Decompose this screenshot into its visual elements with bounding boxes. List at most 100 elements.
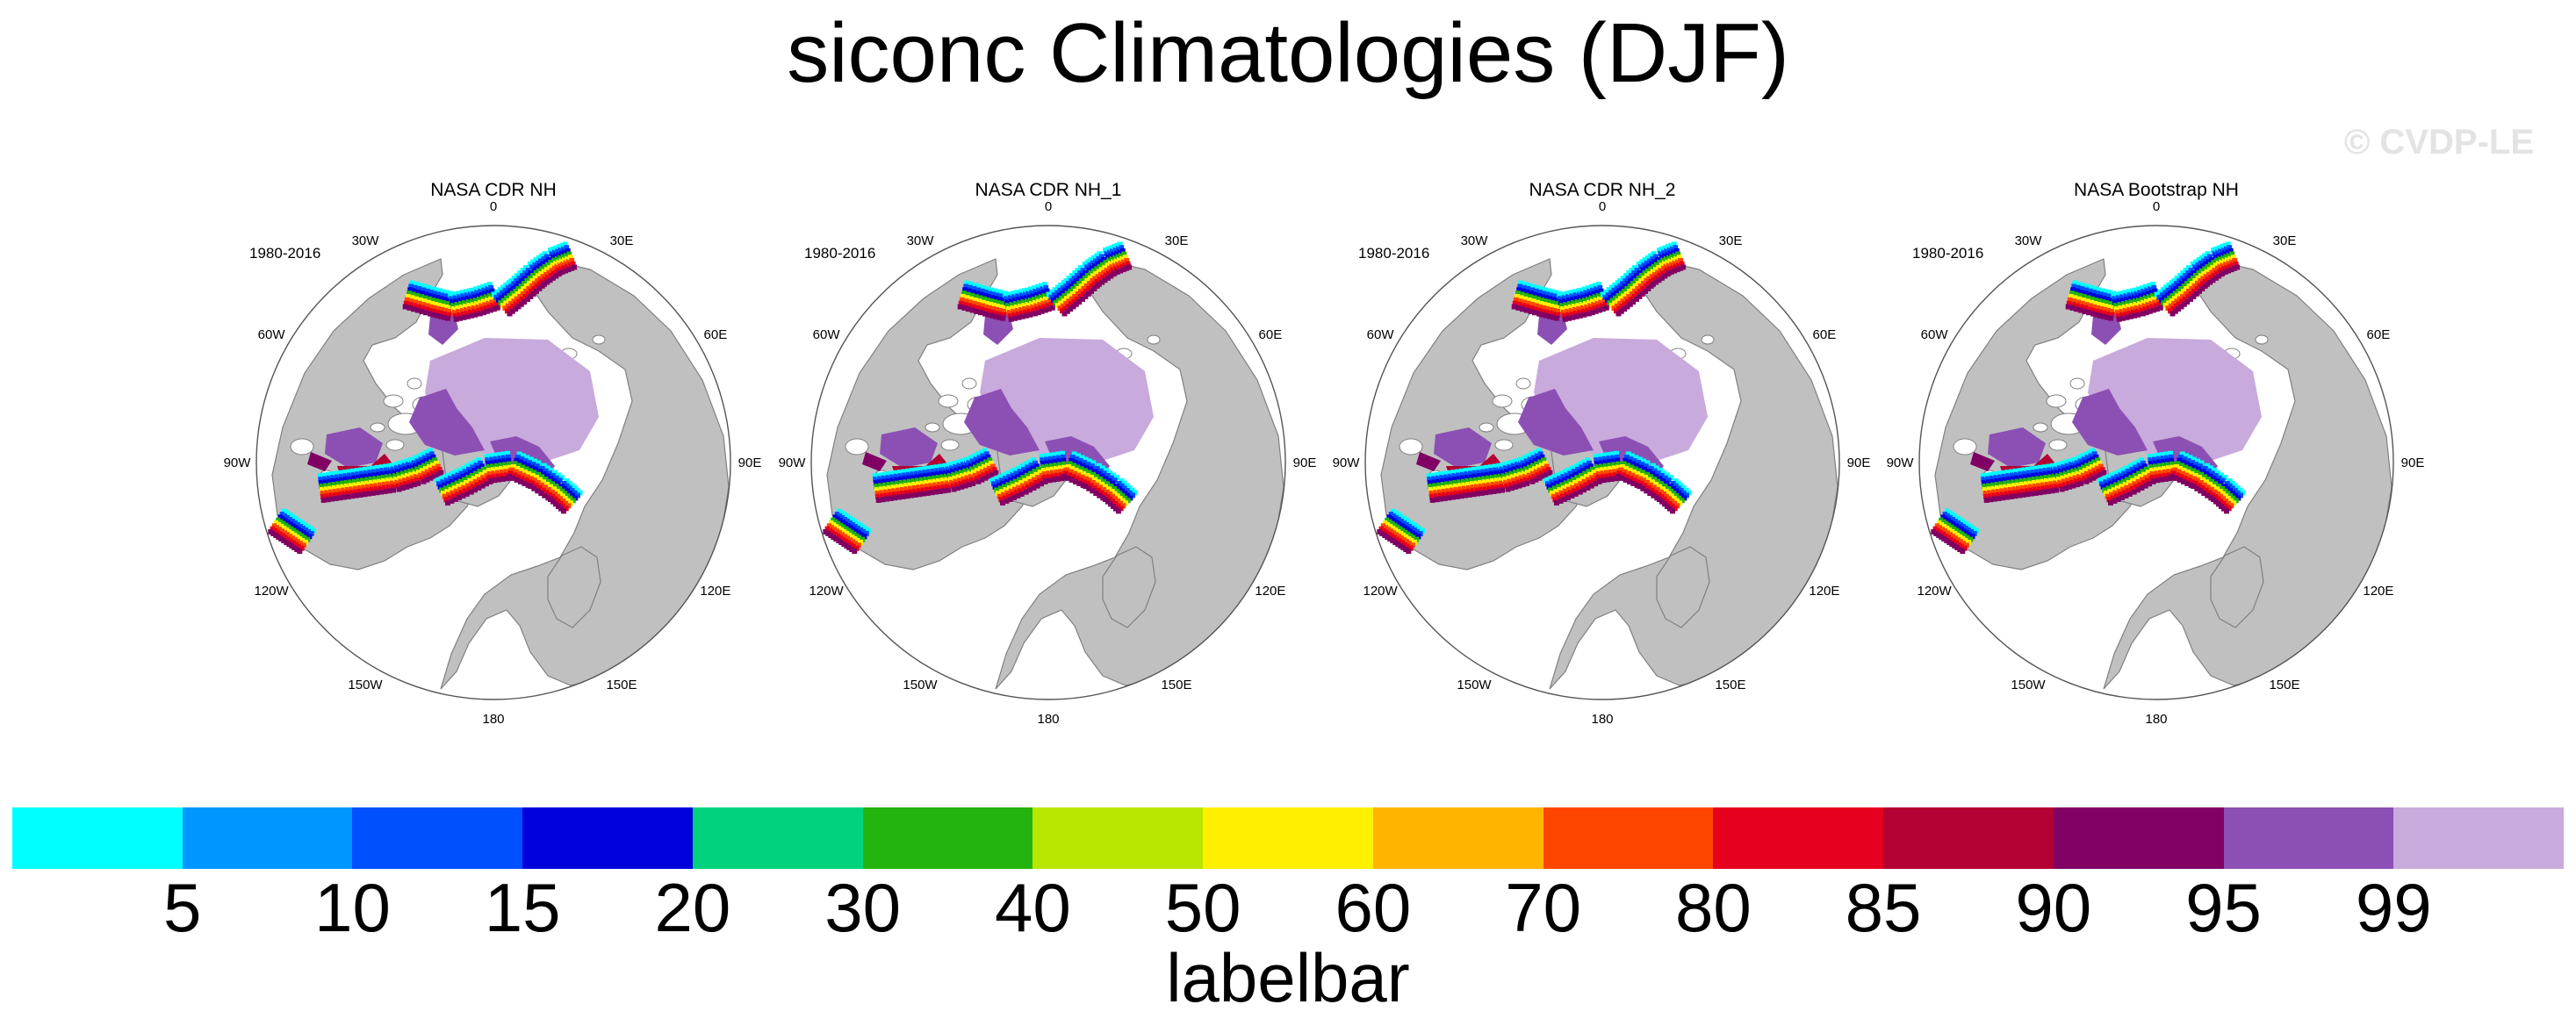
ice-edge-cell [1497, 473, 1503, 479]
ice-edge-cell [2195, 262, 2201, 268]
ice-edge-cell [277, 527, 283, 533]
ice-edge-cell [506, 461, 512, 467]
ice-edge-cell [895, 487, 901, 493]
ice-edge-cell [1552, 307, 1558, 313]
ice-edge-cell [2191, 464, 2198, 470]
ice-edge-cell [1108, 253, 1114, 259]
ice-edge-cell [1083, 476, 1089, 482]
ice-edge-cell [1986, 486, 1992, 492]
ice-edge-cell [2123, 293, 2129, 299]
ice-edge-cell [1511, 466, 1517, 472]
ice-edge-cell [1662, 475, 1668, 481]
ice-edge-cell [572, 264, 578, 270]
ice-edge-cell [1999, 491, 2005, 498]
ice-edge-cell [399, 482, 405, 488]
ice-edge-cell [527, 479, 533, 485]
ice-edge-cell [2207, 465, 2213, 471]
ice-edge-cell [930, 464, 936, 470]
ice-edge-cell [300, 542, 306, 549]
ice-edge-cell [1676, 262, 1682, 269]
ice-edge-cell [1539, 454, 1545, 460]
ice-edge-cell [1608, 295, 1614, 301]
ice-edge-cell [2165, 305, 2171, 312]
ice-edge-cell [1412, 527, 1418, 533]
ice-edge-cell [989, 302, 994, 307]
ice-edge-cell [979, 306, 985, 312]
ice-edge-cell [1568, 307, 1574, 313]
ice-edge-cell [2202, 474, 2208, 480]
ice-edge-cell [1048, 459, 1054, 465]
ice-edge-cell [1557, 487, 1563, 492]
ice-edge-cell [1004, 299, 1011, 305]
ice-edge-cell [428, 459, 435, 465]
ice-edge-cell [2180, 470, 2185, 477]
ice-edge-cell [2108, 480, 2114, 486]
ice-edge-cell [1409, 526, 1415, 531]
ice-edge-cell [2204, 281, 2210, 287]
ice-edge-cell [1551, 297, 1557, 303]
ice-edge-cell [299, 528, 305, 534]
longitude-label: 150E [2269, 678, 2299, 692]
ice-edge-cell [1947, 515, 1954, 520]
ice-edge-cell [381, 482, 387, 487]
ice-edge-cell [1428, 487, 1434, 492]
ice-edge-cell [1607, 299, 1613, 305]
ice-edge-cell [2053, 484, 2059, 490]
ice-edge-cell [1589, 310, 1595, 316]
ice-edge-cell [2132, 287, 2138, 293]
ice-edge-cell [1515, 305, 1522, 311]
ice-edge-cell [464, 313, 471, 319]
ice-edge-cell [431, 465, 437, 471]
ice-edge-cell [918, 477, 925, 483]
ice-edge-cell [989, 463, 996, 470]
ice-edge-cell [281, 508, 287, 514]
ice-edge-cell [335, 474, 340, 480]
ice-edge-cell [468, 461, 474, 467]
ice-edge-cell [564, 245, 570, 251]
ice-edge-cell [1633, 455, 1639, 461]
ice-edge-cell [1941, 519, 1947, 525]
ice-edge-cell [1505, 486, 1511, 492]
ice-edge-cell [487, 477, 493, 484]
ice-edge-cell [1577, 295, 1583, 301]
ice-edge-cell [2072, 295, 2078, 301]
ice-edge-cell [1026, 308, 1033, 314]
ice-edge-cell [1000, 480, 1006, 486]
ice-edge-cell [2095, 291, 2101, 297]
ice-edge-cell [538, 258, 544, 264]
ice-edge-cell [838, 534, 844, 541]
ice-edge-cell [446, 312, 452, 318]
ice-edge-cell [2074, 467, 2080, 473]
ice-edge-cell [988, 469, 994, 475]
ice-edge-cell [1960, 549, 1966, 554]
ice-edge-cell [1560, 474, 1566, 480]
ice-edge-cell [2093, 301, 2098, 306]
ice-edge-cell [1565, 475, 1572, 481]
land-mass [2210, 546, 2264, 628]
ice-edge-cell [2205, 276, 2211, 283]
ice-edge-cell [538, 482, 544, 488]
ice-edge-cell [550, 481, 556, 487]
ice-edge-cell [452, 295, 458, 301]
ice-edge-cell [2216, 245, 2222, 251]
ice-edge-cell [512, 293, 518, 299]
ice-edge-cell [2200, 276, 2206, 282]
ice-edge-cell [1047, 456, 1054, 462]
ice-edge-cell [2039, 471, 2045, 477]
ice-edge-cell [1119, 255, 1126, 262]
ice-edge-cell [997, 297, 1003, 303]
ice-edge-cell [404, 297, 410, 303]
ice-edge-cell [2055, 462, 2062, 468]
ice-edge-cell [327, 489, 334, 495]
colorbar-segment [2053, 807, 2225, 869]
ice-edge-cell [1534, 303, 1540, 309]
ice-edge-cell [2205, 492, 2211, 499]
ice-edge-cell [1516, 468, 1522, 474]
ice-edge-cell [2078, 480, 2084, 486]
ice-edge-cell [1108, 484, 1114, 489]
ice-edge-cell [2083, 302, 2090, 308]
ice-edge-cell [444, 305, 450, 310]
ice-edge-cell [1018, 304, 1023, 309]
ice-edge-cell [2185, 458, 2191, 464]
ice-edge-cell [1030, 304, 1036, 310]
